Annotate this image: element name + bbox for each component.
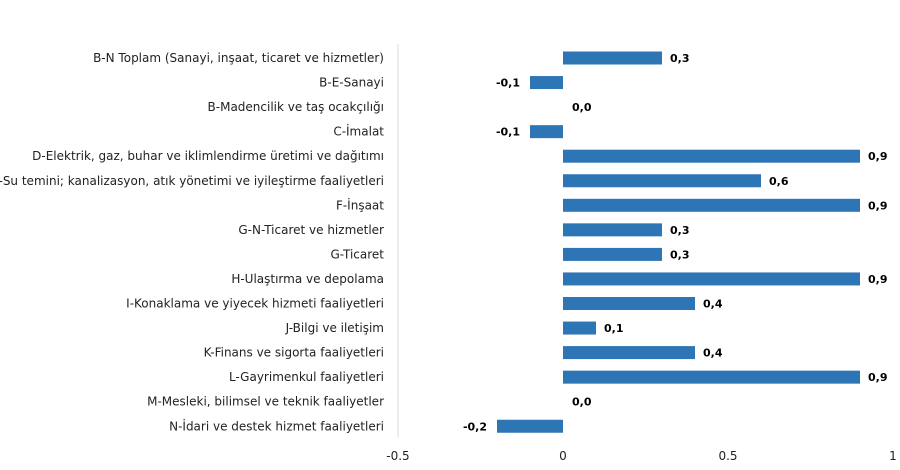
category-label: G-Ticaret (330, 247, 384, 261)
data-label: 0,4 (703, 298, 723, 311)
bar (530, 76, 563, 90)
bar (497, 419, 563, 433)
bar (563, 272, 860, 286)
category-label: L-Gayrimenkul faaliyetleri (229, 370, 384, 384)
bar (563, 51, 662, 65)
data-label: 0,1 (604, 322, 624, 335)
category-label: D-Elektrik, gaz, buhar ve iklimlendirme … (32, 149, 384, 163)
data-label: -0,1 (496, 77, 520, 90)
x-tick-label: 1 (889, 449, 897, 463)
category-label: M-Mesleki, bilimsel ve teknik faaliyetle… (147, 395, 384, 409)
bar (563, 321, 596, 335)
bar (563, 370, 860, 384)
x-tick-label: 0.5 (718, 449, 737, 463)
data-label: 0,9 (868, 199, 888, 212)
data-label: 0,3 (670, 248, 690, 261)
category-label: F-İnşaat (336, 197, 384, 212)
category-labels: B-N Toplam (Sanayi, inşaat, ticaret ve h… (0, 51, 384, 433)
category-label: H-Ulaştırma ve depolama (231, 272, 384, 286)
bar (563, 174, 761, 188)
bar (563, 346, 695, 360)
category-label: B-Madencilik ve taş ocakçılığı (208, 100, 384, 114)
bars (497, 51, 860, 433)
data-label: 0,4 (703, 347, 723, 360)
category-label: G-N-Ticaret ve hizmetler (238, 223, 384, 237)
bar (563, 198, 860, 212)
category-label: E-Su temini; kanalizasyon, atık yönetimi… (0, 174, 384, 188)
bar (563, 297, 695, 310)
category-label: C-İmalat (333, 124, 384, 139)
bar (563, 149, 860, 163)
value-labels: 0,3 -0,1 0,0 -0,1 0,9 0,6 0,9 0,3 0,3 0,9 0,4 0,1 0,… (463, 52, 888, 433)
category-label: K-Finans ve sigorta faaliyetleri (204, 346, 384, 360)
bar (563, 247, 662, 261)
data-label: 0,3 (670, 52, 690, 65)
data-label: 0,6 (769, 175, 789, 188)
data-label: 0,0 (572, 396, 592, 409)
data-label: -0,1 (496, 126, 520, 139)
category-label: N-İdari ve destek hizmet faaliyetleri (169, 418, 384, 433)
data-label: -0,2 (463, 420, 487, 433)
data-label: 0,9 (868, 150, 888, 163)
category-label: B-N Toplam (Sanayi, inşaat, ticaret ve h… (93, 51, 384, 65)
data-label: 0,3 (670, 224, 690, 237)
bar (563, 223, 662, 237)
data-label: 0,9 (868, 273, 888, 286)
bar (530, 125, 563, 139)
data-label: 0,9 (868, 371, 888, 384)
category-label: I-Konaklama ve yiyecek hizmeti faaliyetl… (126, 297, 384, 311)
category-label: B-E-Sanayi (319, 76, 384, 90)
x-tick-labels: -0.5 0 0.5 1 (386, 449, 897, 463)
x-tick-label: -0.5 (386, 449, 409, 463)
data-label: 0,0 (572, 101, 592, 114)
x-tick-label: 0 (559, 449, 567, 463)
category-label: J-Bilgi ve iletişim (285, 321, 384, 335)
